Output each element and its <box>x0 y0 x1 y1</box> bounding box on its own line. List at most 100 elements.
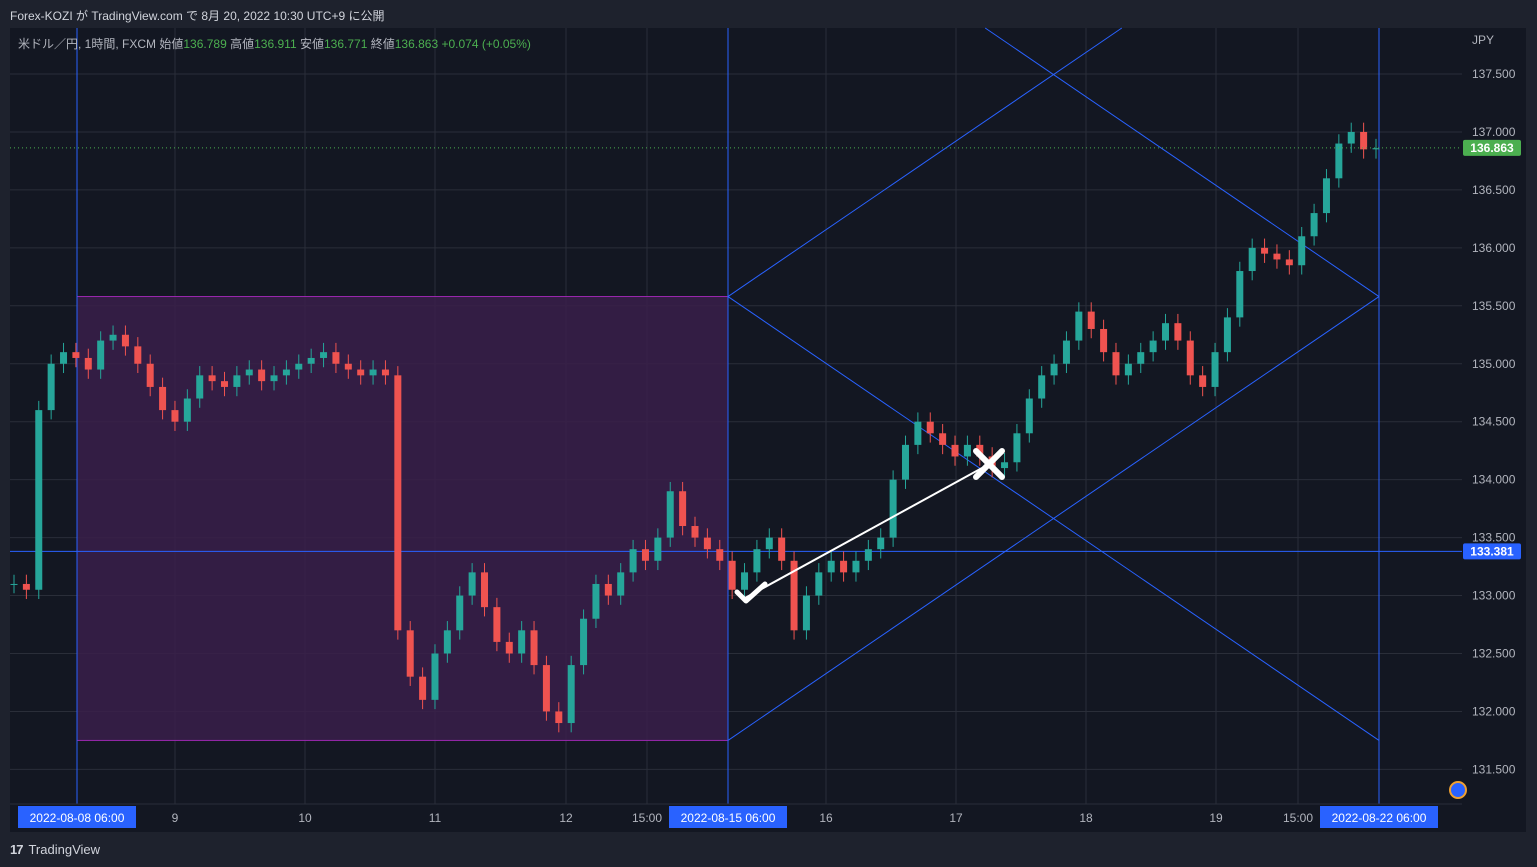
candle-body <box>493 607 501 642</box>
candle-body <box>282 369 290 376</box>
x-tick-label: 2022-08-08 06:00 <box>30 811 125 825</box>
candle-body <box>963 444 971 457</box>
candle-body <box>10 583 18 585</box>
candle-body <box>1372 148 1380 150</box>
brand-label: TradingView <box>28 842 101 857</box>
candle-body <box>344 363 352 370</box>
candle-body <box>419 676 427 700</box>
globe-icon[interactable] <box>1449 781 1467 799</box>
x-tick-label: 16 <box>819 811 833 825</box>
candle-body <box>394 375 402 631</box>
candle-body <box>889 479 897 538</box>
time-label-box <box>18 806 136 828</box>
legend-high: 136.911 <box>254 37 297 51</box>
candle-body <box>1223 317 1231 353</box>
candle-body <box>1298 236 1306 266</box>
price-label-box <box>1463 543 1521 560</box>
diagonal-line <box>984 27 1380 297</box>
publish-bar: Forex-KOZI が TradingView.com で 8月 20, 20… <box>0 0 1537 28</box>
candle-body <box>555 711 563 724</box>
candle-body <box>939 433 947 445</box>
legend-close-label: 終値 <box>370 37 395 51</box>
candle-body <box>332 352 340 364</box>
candle-body <box>542 665 550 712</box>
y-tick-label: 136.500 <box>1472 183 1516 197</box>
price-label-box <box>1463 139 1521 156</box>
candle-body <box>926 421 934 434</box>
x-tick-label: 19 <box>1209 811 1223 825</box>
candle-body <box>753 549 761 573</box>
chart-svg[interactable]: 137.500 137.000 136.500 136.000 135.500 135.0… <box>0 0 1537 838</box>
y-tick-label: 133.000 <box>1472 589 1516 603</box>
candle-body <box>481 572 489 608</box>
candle-body <box>1062 340 1070 364</box>
candle-body <box>1186 340 1194 376</box>
candle-body <box>443 630 451 654</box>
candle-body <box>1087 311 1095 329</box>
candle-body <box>592 583 600 619</box>
candle-body <box>1050 363 1058 376</box>
tradingview-brand[interactable]: 17 TradingView <box>10 842 100 857</box>
x-tick-label: 12 <box>559 811 573 825</box>
trend-arrow-line <box>744 467 983 599</box>
candle-body <box>183 398 191 422</box>
candle-body <box>1322 178 1330 214</box>
candle-body <box>629 549 637 573</box>
candle-body <box>47 363 55 411</box>
candle-body <box>518 630 526 654</box>
candle-body <box>567 665 575 724</box>
candle-body <box>1013 433 1021 463</box>
legend-high-label: 高値 <box>230 37 255 51</box>
candle-body <box>1112 352 1120 376</box>
candle-body <box>208 375 216 382</box>
x-tick-label: 9 <box>172 811 179 825</box>
y-tick-label: 135.000 <box>1472 357 1516 371</box>
legend-open-label: 始値 <box>159 37 184 51</box>
candle-body <box>468 572 476 596</box>
candle-body <box>1162 323 1170 341</box>
candle-body <box>369 369 377 376</box>
candle-body <box>1310 213 1318 237</box>
y-tick-label: 132.500 <box>1472 647 1516 661</box>
candle-body <box>877 537 885 550</box>
legend-symbol: 米ドル／円, 1時間, FXCM <box>18 37 157 51</box>
candle-body <box>666 491 674 538</box>
candle-body <box>901 444 909 480</box>
legend-change: +0.074 (+0.05%) <box>441 37 531 51</box>
legend-open: 136.789 <box>183 37 227 51</box>
candle-body <box>245 369 253 376</box>
candle-body <box>381 369 389 376</box>
price-label: 136.863 <box>1470 141 1514 155</box>
candle-body <box>827 560 835 573</box>
candle-body <box>22 583 30 590</box>
candle-body <box>233 375 241 387</box>
candle-body <box>1360 131 1368 150</box>
tradingview-logo-icon: 17 <box>10 842 24 857</box>
candle-body <box>654 537 662 561</box>
candle-body <box>765 537 773 550</box>
candle-body <box>951 444 959 457</box>
legend-low-label: 安値 <box>299 37 324 51</box>
candle-body <box>121 334 129 347</box>
x-tick-label: 18 <box>1079 811 1093 825</box>
candle-body <box>1137 352 1145 364</box>
time-label-box <box>669 806 787 828</box>
candle-body <box>778 537 786 561</box>
candle-body <box>295 363 303 370</box>
candle-body <box>72 352 80 358</box>
currency-label: JPY <box>1472 33 1494 47</box>
candle-body <box>864 549 872 561</box>
candle-body <box>357 369 365 376</box>
candle-body <box>728 560 736 590</box>
candle-body <box>406 630 414 677</box>
x-tick-label: 11 <box>429 811 442 825</box>
candle-body <box>505 641 513 654</box>
candle-body <box>60 352 68 364</box>
candle-body <box>802 595 810 631</box>
candle-body <box>1025 398 1033 434</box>
checkmark-icon <box>734 581 768 604</box>
candle-body <box>431 653 439 700</box>
candle-body <box>1211 352 1219 387</box>
candle-body <box>97 340 105 370</box>
candle-body <box>171 410 179 422</box>
